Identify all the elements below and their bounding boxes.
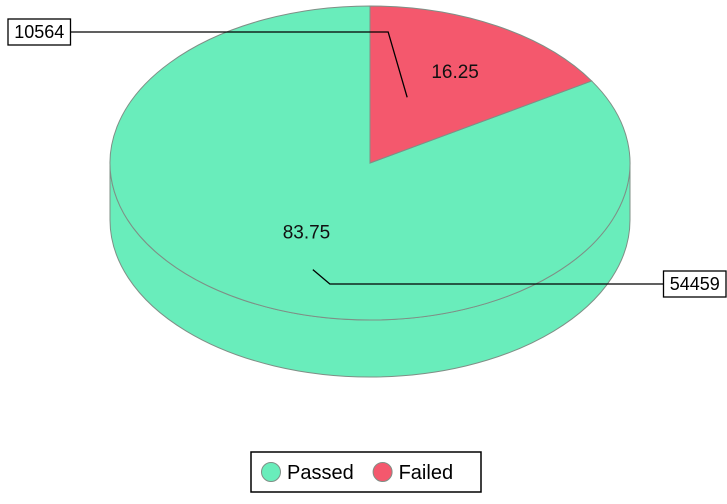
percent-label-failed: 16.25 <box>431 62 479 83</box>
value-label-box-passed <box>662 270 727 298</box>
legend-swatch-failed <box>372 462 393 482</box>
leader-line-passed <box>312 269 664 285</box>
legend-label-passed: Passed <box>287 462 354 484</box>
legend-box <box>250 451 482 493</box>
percent-label-passed: 83.75 <box>283 222 331 243</box>
slice-failed <box>369 5 593 164</box>
value-label-failed: 10564 <box>14 22 64 42</box>
legend-swatch-passed <box>261 462 281 482</box>
leader-line-failed <box>70 31 408 98</box>
value-label-passed: 54459 <box>670 274 720 294</box>
legend: Passed Failed <box>250 451 482 493</box>
value-label-box-failed <box>7 18 72 46</box>
legend-label-failed: Failed <box>399 462 453 484</box>
